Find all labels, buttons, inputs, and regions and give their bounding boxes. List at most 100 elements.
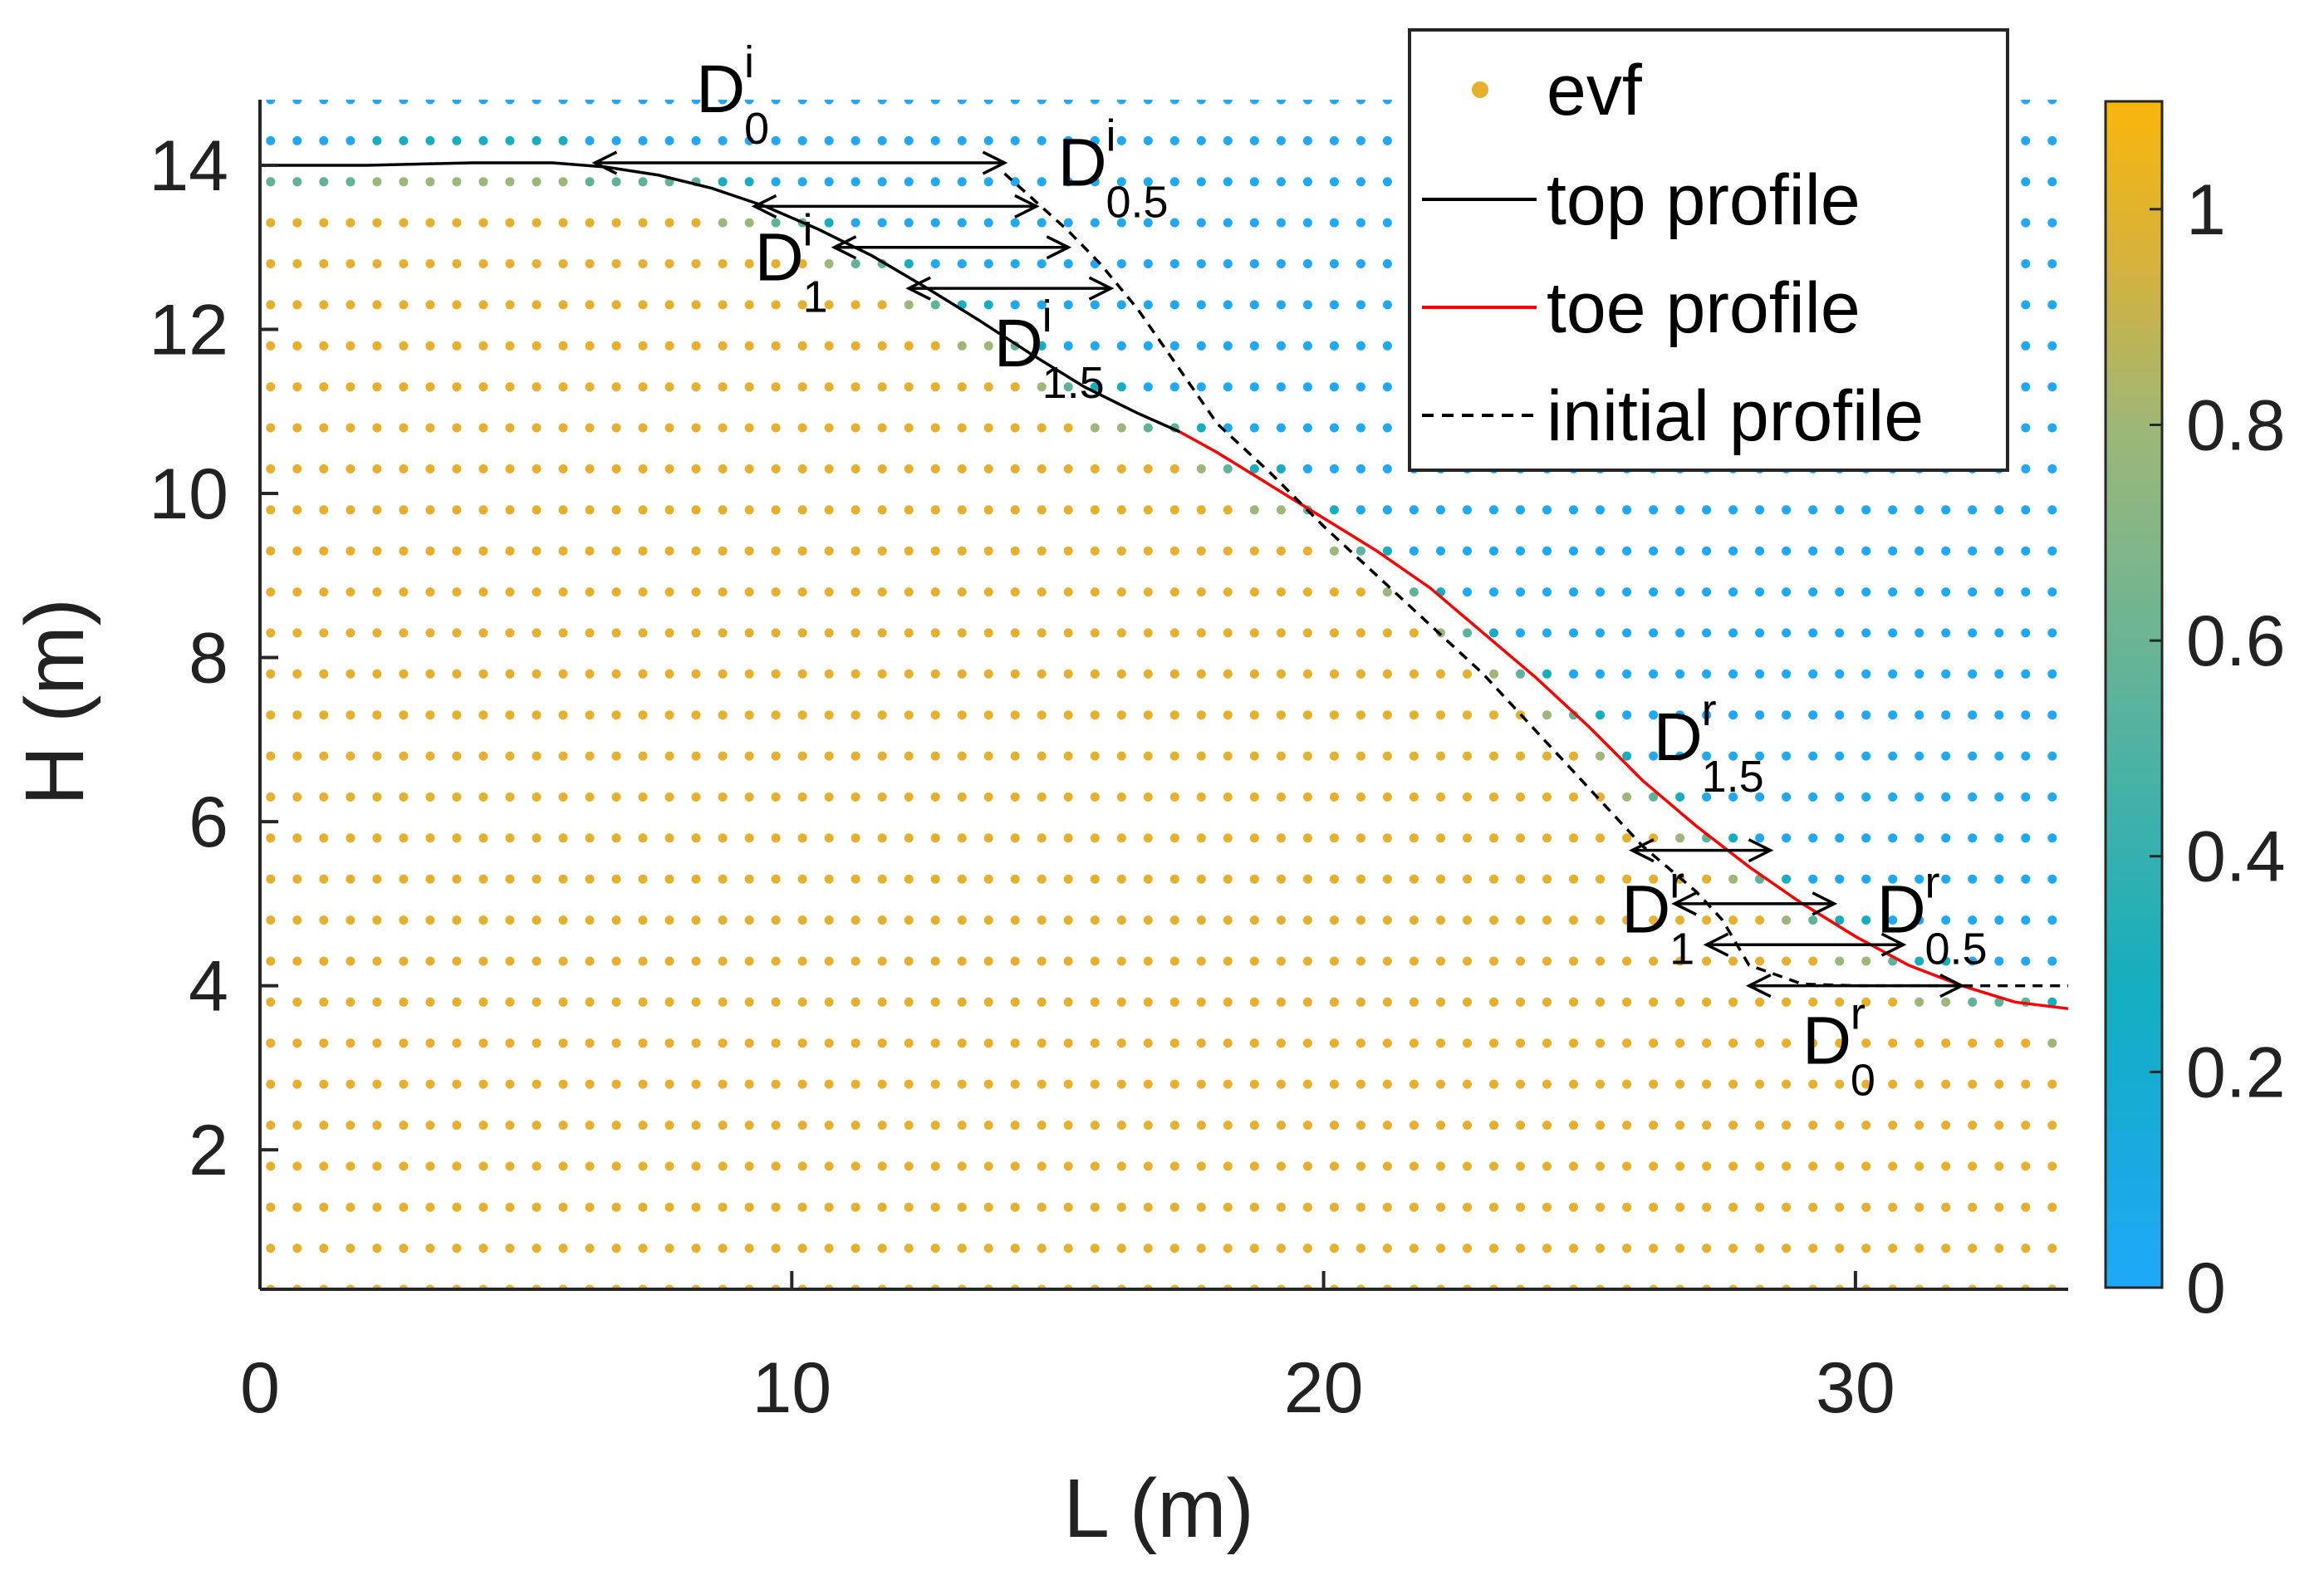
evf-point	[319, 1244, 329, 1254]
evf-point	[1143, 177, 1153, 187]
evf-point	[1063, 135, 1073, 145]
evf-point	[1941, 915, 1951, 925]
evf-point	[425, 177, 435, 187]
evf-point	[532, 956, 542, 966]
evf-point	[346, 546, 355, 556]
evf-point	[877, 1079, 887, 1089]
evf-point	[930, 915, 940, 925]
evf-point	[1968, 1161, 1978, 1171]
evf-point	[1382, 1121, 1392, 1130]
evf-point	[1755, 792, 1765, 802]
evf-point	[1702, 1161, 1712, 1171]
evf-point	[1728, 956, 1738, 966]
evf-point	[691, 341, 701, 351]
evf-point	[1116, 833, 1126, 843]
evf-point	[638, 464, 648, 474]
evf-point	[1649, 1161, 1659, 1171]
evf-point	[718, 915, 728, 925]
evf-point	[1090, 669, 1100, 679]
evf-point	[1063, 505, 1073, 515]
evf-point	[1968, 751, 1978, 761]
colorbar-tick-label: 0.2	[2186, 1033, 2286, 1112]
evf-point	[1010, 382, 1020, 392]
evf-point	[1994, 751, 2004, 761]
evf-point	[1888, 546, 1898, 556]
evf-point	[346, 587, 355, 597]
evf-point	[983, 100, 993, 105]
evf-point	[1649, 915, 1659, 925]
evf-point	[532, 341, 542, 351]
evf-point	[1063, 546, 1073, 556]
evf-point	[1169, 874, 1179, 884]
evf-point	[1569, 956, 1578, 966]
evf-point	[1037, 710, 1047, 720]
evf-point	[1675, 792, 1685, 802]
evf-point	[1356, 915, 1365, 925]
evf-point	[1116, 792, 1126, 802]
evf-point	[983, 341, 993, 351]
evf-point	[1888, 1121, 1898, 1130]
evf-point	[1037, 587, 1047, 597]
evf-point	[372, 997, 382, 1007]
evf-point	[1542, 751, 1552, 761]
evf-point	[1542, 1202, 1552, 1212]
evf-point	[904, 546, 914, 556]
evf-point	[1302, 382, 1312, 392]
evf-point	[2021, 1244, 2031, 1254]
evf-point	[558, 915, 568, 925]
evf-point	[797, 100, 807, 105]
evf-point	[1169, 505, 1179, 515]
evf-point	[425, 218, 435, 228]
evf-point	[611, 177, 621, 187]
evf-point	[1808, 710, 1818, 720]
evf-point	[1861, 915, 1871, 925]
evf-point	[1382, 1038, 1392, 1048]
evf-point	[505, 546, 515, 556]
evf-point	[372, 423, 382, 433]
evf-point	[1782, 628, 1792, 638]
evf-point	[983, 1244, 993, 1254]
evf-point	[399, 423, 409, 433]
evf-point	[1116, 1161, 1126, 1171]
evf-point	[1888, 710, 1898, 720]
evf-point	[399, 382, 409, 392]
evf-point	[797, 874, 807, 884]
evf-point	[824, 874, 834, 884]
evf-point	[1063, 833, 1073, 843]
evf-point	[983, 956, 993, 966]
evf-point	[1941, 628, 1951, 638]
evf-point	[1090, 587, 1100, 597]
evf-point	[930, 1161, 940, 1171]
svg-text:r: r	[1669, 857, 1684, 907]
evf-point	[1463, 628, 1472, 638]
evf-point	[1010, 505, 1020, 515]
evf-point	[585, 135, 595, 145]
evf-point	[2047, 100, 2057, 105]
evf-point	[1169, 833, 1179, 843]
evf-point	[558, 997, 568, 1007]
legend-entry-evf: evf	[1547, 51, 1643, 130]
evf-point	[877, 382, 887, 392]
evf-point	[319, 1079, 329, 1089]
evf-point	[1116, 1038, 1126, 1048]
evf-point	[1356, 751, 1365, 761]
evf-point	[1649, 792, 1659, 802]
evf-point	[1276, 587, 1286, 597]
evf-point	[266, 915, 276, 925]
evf-point	[1063, 956, 1073, 966]
evf-point	[1116, 423, 1126, 433]
evf-point	[319, 874, 329, 884]
distance-label: Di1.5	[994, 292, 1105, 408]
evf-point	[2047, 218, 2057, 228]
evf-point	[2021, 956, 2031, 966]
evf-point	[1276, 833, 1286, 843]
evf-point	[1169, 135, 1179, 145]
evf-point	[532, 218, 542, 228]
evf-point	[452, 915, 462, 925]
evf-point	[877, 218, 887, 228]
evf-point	[1249, 669, 1259, 679]
evf-point	[292, 1121, 302, 1130]
evf-point	[1223, 546, 1233, 556]
evf-point	[904, 751, 914, 761]
double-arrow	[1745, 974, 1965, 999]
